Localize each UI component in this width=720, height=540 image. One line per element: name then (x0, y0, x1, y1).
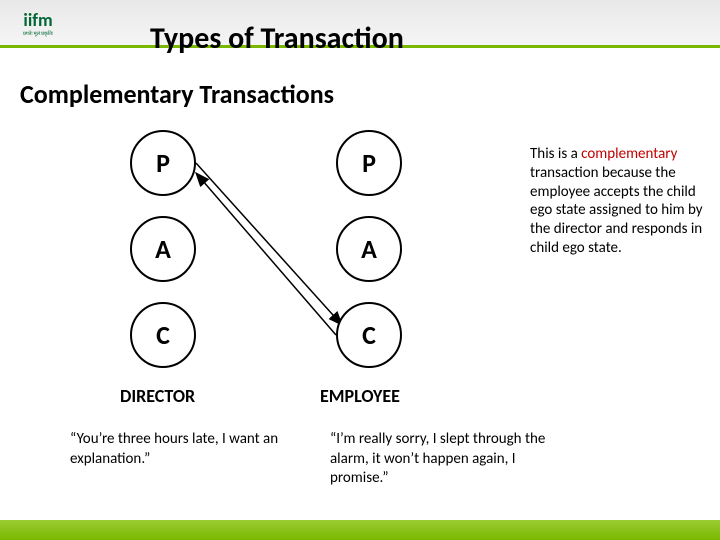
ego-state-diagram: P A C P A C DIRECTOR EMPLOYEE (80, 130, 480, 410)
explanation-highlight: complementary (581, 145, 677, 163)
footer-bar (0, 520, 720, 540)
logo-tagline: प्रगतेः मूलं प्रकृतिः (23, 31, 53, 37)
arrow-director-to-employee (196, 163, 342, 325)
explanation-prefix: This is a (530, 145, 581, 163)
director-adult-ego: A (130, 216, 196, 282)
employee-quote: “I’m really sorry, I slept through the a… (330, 430, 560, 489)
employee-parent-ego: P (336, 130, 402, 196)
logo-text: iifm (23, 11, 52, 29)
explanation-text: This is a complementary transaction beca… (530, 145, 705, 258)
arrow-employee-to-director (196, 173, 336, 335)
section-subtitle: Complementary Transactions (20, 78, 334, 110)
employee-adult-ego: A (336, 216, 402, 282)
page-title: Types of Transaction (150, 20, 404, 57)
explanation-suffix: transaction because the employee accepts… (530, 164, 703, 257)
employee-child-ego: C (336, 302, 402, 368)
director-parent-ego: P (130, 130, 196, 196)
director-quote: “You’re three hours late, I want an expl… (70, 430, 280, 469)
logo: iifm प्रगतेः मूलं प्रकृतिः (8, 4, 68, 44)
director-child-ego: C (130, 302, 196, 368)
